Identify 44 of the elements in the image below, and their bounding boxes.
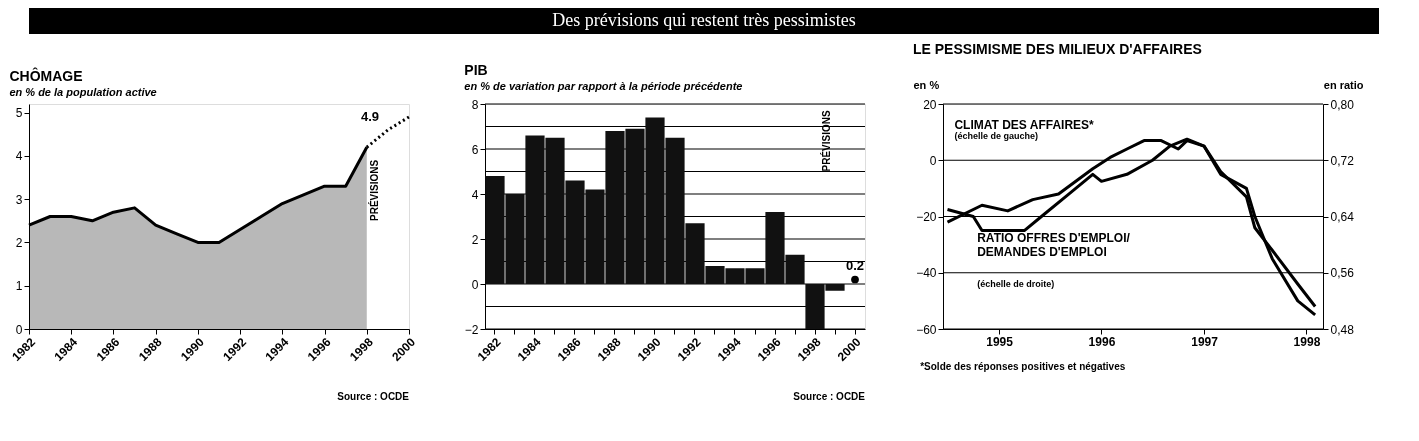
annotation: (échelle de gauche) [954, 130, 1038, 141]
y-tick-label: −60 [916, 322, 937, 337]
y-tick-label: 20 [923, 97, 937, 112]
y2-tick-label: 0,80 [1330, 97, 1355, 112]
y-tick-label: −40 [916, 266, 937, 281]
y-tick-label: 2 [15, 235, 23, 250]
annotation: PRÉVISIONS [367, 159, 380, 221]
source-note: Source : OCDE [337, 390, 410, 402]
chart-subtitle: en % de variation par rapport à la période précédente [464, 80, 743, 92]
y-tick-label: 1 [15, 279, 23, 294]
text: *Solde des réponses positives et négatives [920, 361, 1126, 373]
source-note: Source : OCDE [793, 390, 866, 402]
x-tick-label: 1996 [1088, 334, 1116, 349]
y-tick-label: 4 [471, 187, 479, 202]
annotation: 4.9 [360, 108, 379, 124]
y2-tick-label: 0,48 [1330, 322, 1355, 337]
y2-tick-label: 0,56 [1330, 266, 1355, 281]
y-tick-label: 5 [15, 106, 23, 121]
x-tick-label: 1995 [986, 334, 1014, 349]
y-tick-label: 3 [15, 192, 23, 207]
y-tick-label: 0 [15, 322, 23, 337]
x-tick-label: 1997 [1191, 334, 1219, 349]
y-tick-label: 0 [929, 153, 937, 168]
y-tick-label: 2 [471, 232, 479, 247]
y2-axis-title: en ratio [1323, 78, 1364, 91]
y-tick-label: 0 [471, 277, 479, 292]
series-label: RATIO OFFRES D'EMPLOI/ DEMANDES D'EMPLOI [977, 231, 1131, 260]
y-axis-title: en % [913, 78, 940, 91]
x-tick-label: 1998 [1293, 334, 1321, 349]
chart-title: LE PESSIMISME DES MILIEUX D'AFFAIRES [913, 41, 1202, 57]
chart-title: CHÔMAGE [9, 67, 83, 84]
text: CLIMAT DES AFFAIRES* [954, 117, 1095, 132]
y-tick-label: 4 [15, 149, 23, 164]
chart-subtitle: en % de la population active [9, 86, 157, 98]
y-tick-label: −20 [916, 210, 937, 224]
y2-tick-label: 0,64 [1330, 210, 1355, 224]
chart-title: PIB [464, 62, 488, 78]
y-tick-label: −2 [464, 322, 479, 337]
y2-tick-label: 0,72 [1330, 153, 1355, 168]
y-tick-label: 8 [471, 97, 479, 112]
annotation: PRÉVISIONS [820, 110, 832, 172]
y-tick-label: 6 [471, 142, 479, 157]
annotation: (échelle de droite) [977, 279, 1055, 289]
text: Des prévisions qui restent très pessimistes [552, 10, 856, 30]
